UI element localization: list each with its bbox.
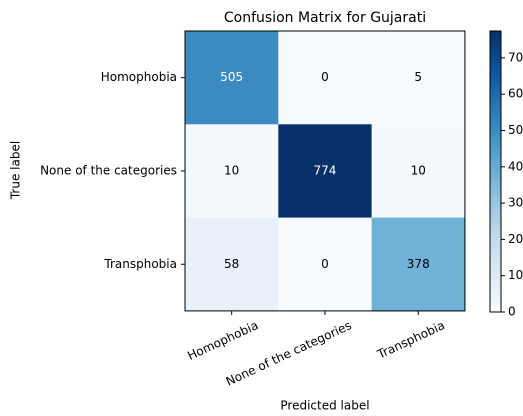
cell [278, 124, 373, 219]
chart-title: Confusion Matrix for Gujarati [224, 10, 426, 26]
colorbar-tick-label: 100 [508, 268, 523, 282]
cell [371, 31, 466, 125]
cell [185, 217, 279, 312]
cell-label: 10 [411, 163, 426, 177]
x-tick-label: Homophobia [185, 318, 260, 363]
colorbar-tick-label: 500 [508, 123, 523, 137]
colorbar-tick-label: 400 [508, 159, 523, 173]
x-tick-label: Transphobia [374, 318, 447, 362]
cell-label: 58 [224, 257, 239, 271]
x-axis-label: Predicted label [280, 399, 369, 413]
colorbar [489, 30, 502, 313]
cell-label: 5 [414, 70, 422, 84]
cell [278, 217, 373, 312]
y-tick-label: Homophobia [101, 70, 177, 84]
cell [278, 31, 373, 125]
colorbar-tick-label: 700 [508, 50, 523, 64]
y-tick-label: Transphobia [103, 257, 177, 271]
cell [185, 124, 279, 219]
cell-label: 774 [313, 163, 336, 177]
cell-label: 10 [224, 163, 239, 177]
y-axis-label: True label [9, 141, 23, 200]
colorbar-tick-label: 0 [508, 305, 516, 319]
colorbar-tick-label: 300 [508, 196, 523, 210]
cell-label: 378 [407, 257, 430, 271]
cell [371, 124, 466, 219]
cell-label: 505 [220, 70, 243, 84]
cell-label: 0 [321, 70, 329, 84]
cell [185, 31, 279, 125]
cell-label: 0 [321, 257, 329, 271]
y-tick-label: None of the categories [40, 163, 177, 177]
colorbar-tick-label: 200 [508, 232, 523, 246]
colorbar-tick-label: 600 [508, 87, 523, 101]
cell [371, 217, 466, 312]
